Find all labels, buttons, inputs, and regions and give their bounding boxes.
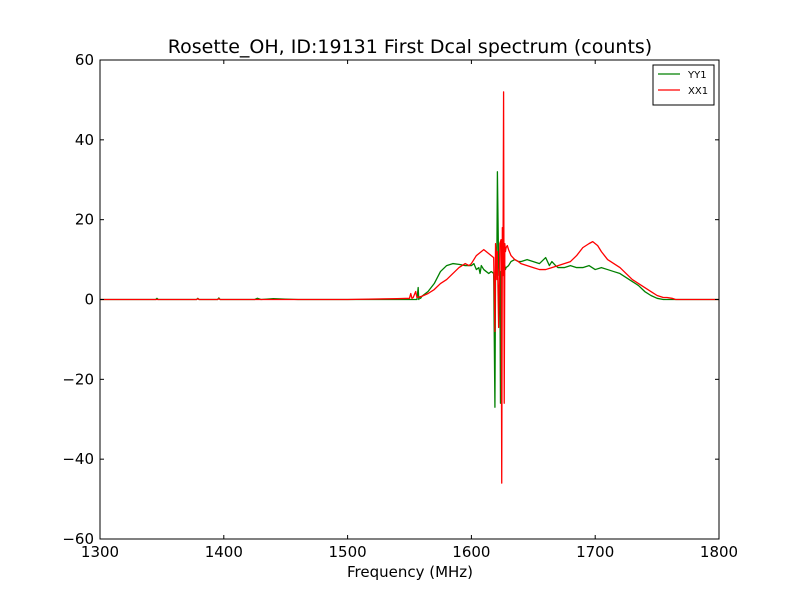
series-line-xx1 bbox=[100, 91, 719, 484]
legend-label-xx1: XX1 bbox=[688, 86, 708, 97]
x-tick-label: 1600 bbox=[452, 543, 490, 561]
x-tick-label: 1300 bbox=[81, 543, 119, 561]
y-tick-label: 40 bbox=[75, 131, 94, 149]
chart-title: Rosette_OH, ID:19131 First Dcal spectrum… bbox=[168, 36, 652, 58]
legend-box bbox=[652, 64, 715, 106]
x-axis-label: Frequency (MHz) bbox=[347, 563, 473, 581]
series-layer bbox=[100, 91, 719, 484]
y-tick-label: 0 bbox=[84, 291, 94, 309]
y-tick-label: −40 bbox=[62, 450, 94, 468]
y-tick-label: −60 bbox=[62, 530, 94, 548]
x-tick-label: 1500 bbox=[329, 543, 367, 561]
y-tick-label: −20 bbox=[62, 370, 94, 388]
legend-label-yy1: YY1 bbox=[687, 70, 707, 81]
y-tick-label: 60 bbox=[75, 51, 94, 69]
x-tick-label: 1400 bbox=[205, 543, 243, 561]
axes-layer: 1300 1400 1500 1600 1700 1800 −60 −40 −20 0 20 40 60 bbox=[62, 51, 738, 561]
y-tick-label: 20 bbox=[75, 211, 94, 229]
x-tick-label: 1700 bbox=[576, 543, 614, 561]
x-tick-label: 1800 bbox=[700, 543, 738, 561]
